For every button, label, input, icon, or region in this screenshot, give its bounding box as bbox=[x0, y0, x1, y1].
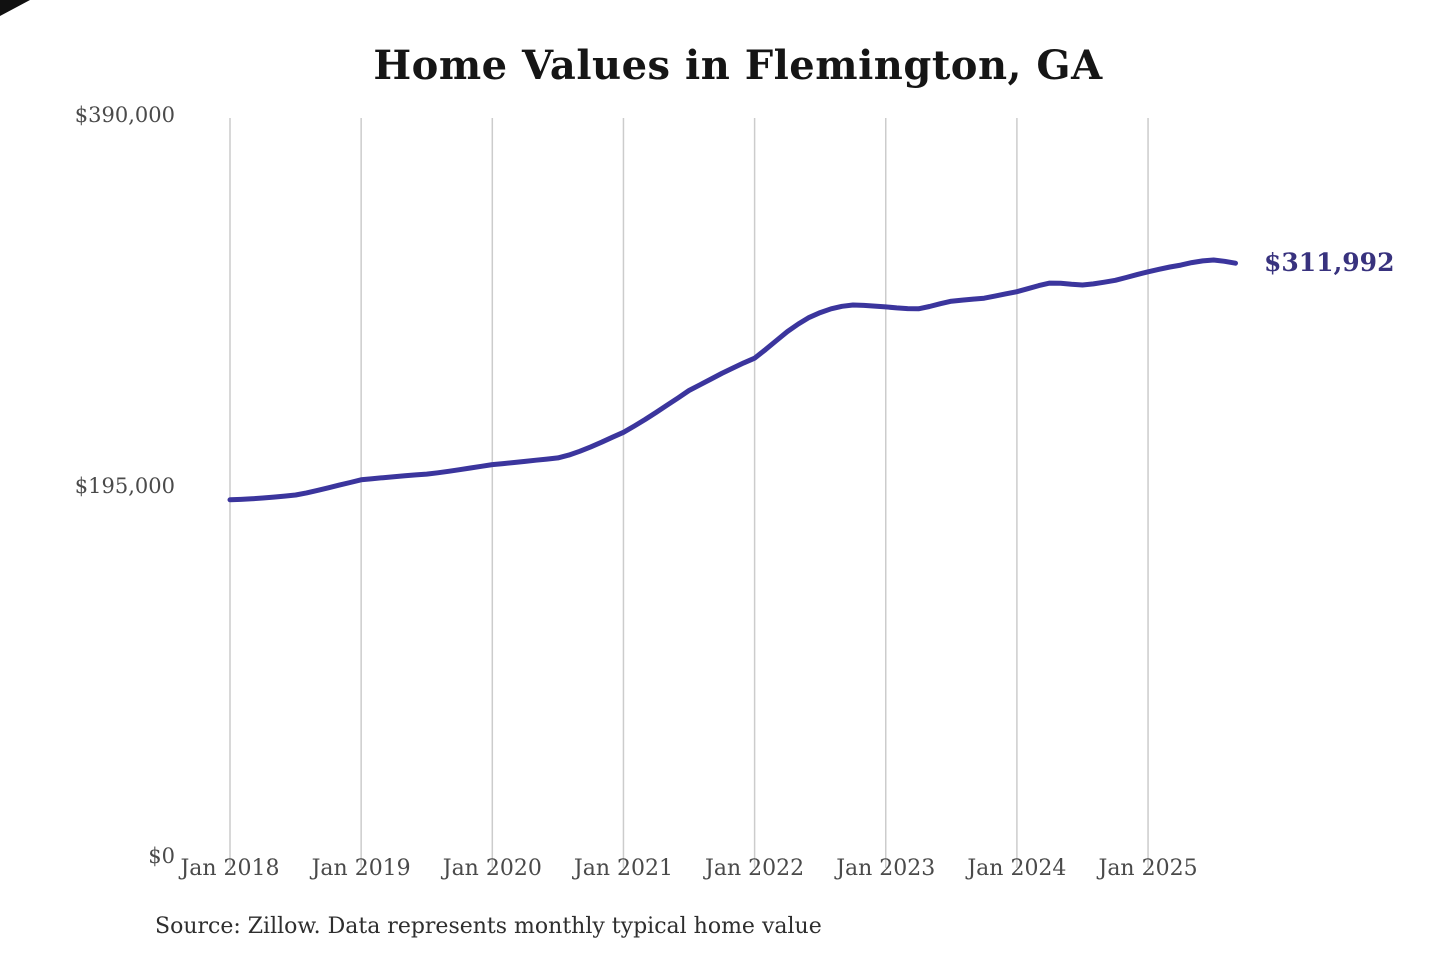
x-tick-label-jan-2021: Jan 2021 bbox=[573, 856, 673, 881]
home-value-line-series bbox=[227, 257, 1238, 503]
x-tick-label-jan-2024: Jan 2024 bbox=[967, 856, 1067, 881]
end-value-annotation: $311,992 bbox=[1264, 248, 1395, 277]
y-tick-label-390000: $390,000 bbox=[74, 103, 175, 127]
x-tick-label-jan-2023: Jan 2023 bbox=[836, 856, 936, 881]
x-tick-label-jan-2022: Jan 2022 bbox=[705, 856, 805, 881]
y-tick-label-195000: $195,000 bbox=[74, 473, 175, 498]
x-tick-label-jan-2019: Jan 2019 bbox=[311, 856, 411, 881]
x-tick-label-jan-2018: Jan 2018 bbox=[180, 856, 280, 881]
vertical-gridlines bbox=[229, 118, 1149, 868]
x-tick-label-jan-2020: Jan 2020 bbox=[442, 856, 542, 881]
source-note: Source: Zillow. Data represents monthly … bbox=[155, 914, 822, 939]
x-tick-label-jan-2025: Jan 2025 bbox=[1098, 856, 1198, 881]
chart-title: Home Values in Flemington, GA bbox=[373, 42, 1103, 89]
corner-artifact bbox=[0, 0, 30, 16]
y-tick-label-0: $0 bbox=[148, 844, 175, 868]
